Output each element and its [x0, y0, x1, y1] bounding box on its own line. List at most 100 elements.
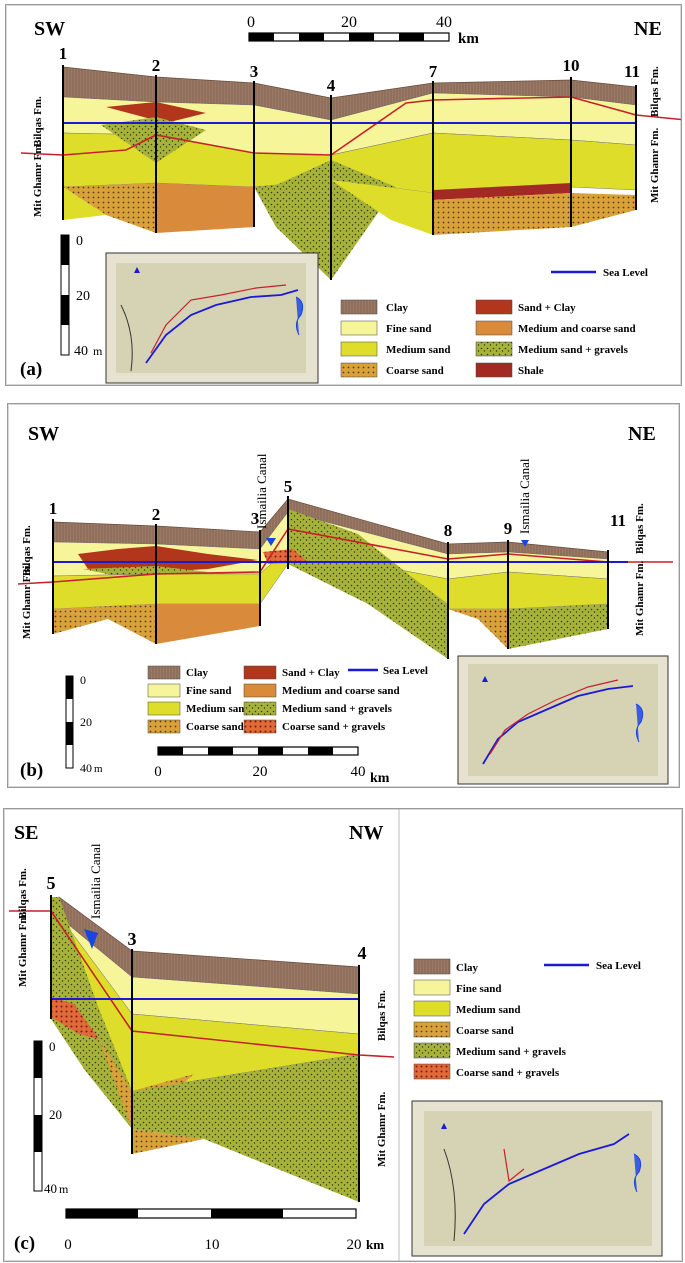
direction-sw: SW — [28, 423, 59, 445]
formation-upper-left: Bilqas Fm. — [21, 525, 33, 576]
direction-nw: NW — [349, 822, 383, 844]
panel-a: SW NE 0 20 40 km — [5, 4, 682, 386]
well-label: 8 — [444, 521, 453, 540]
legend-item: Clay — [386, 302, 409, 314]
depth-tick-0: 0 — [80, 673, 86, 687]
depth-tick-40: 40 — [74, 344, 88, 359]
cross-section-b: SW NE 1 2 — [17, 423, 673, 786]
legend-item: Sand + Clay — [518, 302, 576, 314]
well-label: 11 — [624, 62, 640, 81]
sea-level-label: Sea Level — [603, 267, 648, 279]
formation-lower-left: Mit Ghamr Fm. — [32, 141, 44, 217]
legend-item: Coarse sand + gravels — [282, 721, 386, 733]
legend-item: Coarse sand — [186, 721, 244, 733]
legend-item: Medium sand — [456, 1004, 521, 1016]
location-map — [411, 1100, 663, 1257]
depth-scale: 0 20 40 m — [65, 673, 103, 775]
direction-ne: NE — [628, 423, 656, 445]
legend-c: Clay Fine sand Medium sand Coarse sand M… — [413, 958, 567, 1080]
panel-b: SW NE 1 2 — [7, 403, 680, 788]
formation-lower-right: Mit Ghamr Fm. — [376, 1091, 388, 1167]
depth-unit: m — [93, 344, 103, 358]
scale-tick-20: 20 — [347, 1237, 362, 1253]
scale-tick-40: 40 — [351, 764, 366, 780]
legend-item: Medium and coarse sand — [518, 323, 636, 335]
km-scale-bar: 0 20 40 km — [247, 14, 479, 47]
legend-item: Coarse sand — [456, 1025, 514, 1037]
scale-tick-0: 0 — [247, 14, 255, 31]
section-body-a — [20, 65, 681, 280]
formation-lower-right: Mit Ghamr Fm. — [634, 560, 646, 636]
depth-tick-40: 40 — [80, 761, 92, 775]
km-scale-bar: 0 20 40 km — [154, 746, 390, 786]
formation-upper-left: Bilqas Fm. — [17, 868, 29, 919]
well-label: 3 — [251, 509, 260, 528]
depth-unit: m — [94, 763, 103, 775]
panel-label: (b) — [20, 760, 43, 781]
legend-item: Fine sand — [186, 685, 232, 697]
canal-label: Ismailia Canal — [88, 843, 103, 919]
legend-item: Medium sand + gravels — [282, 703, 393, 715]
well-label: 7 — [429, 62, 438, 81]
formation-upper-right: Bilqas Fm. — [649, 66, 661, 117]
depth-scale: 0 20 40 m — [33, 1039, 69, 1196]
formation-upper-left: Bilqas Fm. — [32, 96, 44, 147]
section-body-c — [9, 895, 395, 1202]
well-label: 2 — [152, 56, 161, 75]
well-label: 10 — [563, 56, 580, 75]
legend-item: Medium and coarse sand — [282, 685, 400, 697]
formation-upper-right: Bilqas Fm. — [376, 990, 388, 1041]
direction-ne: NE — [634, 18, 662, 40]
sea-level-label: Sea Level — [383, 665, 428, 677]
well-label: 11 — [610, 511, 626, 530]
legend-item: Clay — [456, 962, 479, 974]
legend-item: Fine sand — [386, 323, 432, 335]
panel-label: (c) — [14, 1233, 35, 1254]
panel-label: (a) — [20, 359, 42, 380]
location-map — [105, 252, 319, 384]
legend-item: Coarse sand — [386, 365, 444, 377]
legend-item: Clay — [186, 667, 209, 679]
scale-unit: km — [366, 1237, 384, 1252]
depth-tick-20: 20 — [49, 1107, 62, 1122]
cross-section-c: SE NW 5 3 4 Ismailia Canal Bilqas Fm. Mi… — [9, 809, 663, 1261]
well-label: 2 — [152, 505, 161, 524]
depth-unit: m — [59, 1182, 69, 1196]
formation-lower-left: Mit Ghamr Fm. — [17, 911, 29, 987]
well-label: 5 — [47, 873, 56, 893]
scale-unit: km — [370, 771, 390, 786]
legend-item: Medium sand — [186, 703, 251, 715]
well-label: 4 — [358, 943, 367, 963]
formation-upper-right: Bilqas Fm. — [634, 503, 646, 554]
panel-c: SE NW 5 3 4 Ismailia Canal Bilqas Fm. Mi… — [3, 808, 683, 1262]
formation-lower-right: Mit Ghamr Fm. — [649, 127, 661, 203]
scale-tick-0: 0 — [154, 764, 162, 780]
well-label: 4 — [327, 76, 336, 95]
sea-level-label: Sea Level — [596, 960, 641, 972]
km-scale-bar: 0 10 20 km — [64, 1208, 384, 1253]
legend-b: Clay Fine sand Medium sand Coarse sand S… — [147, 665, 400, 734]
scale-tick-20: 20 — [253, 764, 268, 780]
scale-unit: km — [458, 31, 479, 47]
scale-tick-10: 10 — [205, 1237, 220, 1253]
depth-tick-0: 0 — [76, 234, 83, 249]
direction-se: SE — [14, 822, 38, 844]
depth-tick-20: 20 — [80, 715, 92, 729]
cross-section-a: SW NE 0 20 40 km — [20, 14, 681, 384]
location-map — [457, 655, 669, 785]
canal-label: Ismailia Canal — [254, 453, 269, 529]
legend-a: Clay Fine sand Medium sand Coarse sand S… — [340, 299, 636, 378]
depth-scale: 0 20 40 m — [60, 234, 103, 359]
legend-item: Sand + Clay — [282, 667, 340, 679]
formation-lower-left: Mit Ghamr Fm. — [21, 563, 33, 639]
depth-tick-40: 40 — [44, 1181, 57, 1196]
legend-item: Fine sand — [456, 983, 502, 995]
well-label: 3 — [128, 929, 137, 949]
well-label: 1 — [59, 44, 68, 63]
legend-item: Coarse sand + gravels — [456, 1067, 560, 1079]
canal-label: Ismailia Canal — [517, 458, 532, 534]
well-label: 5 — [284, 477, 293, 496]
depth-tick-0: 0 — [49, 1039, 56, 1054]
scale-tick-40: 40 — [436, 14, 452, 31]
depth-tick-20: 20 — [76, 289, 90, 304]
